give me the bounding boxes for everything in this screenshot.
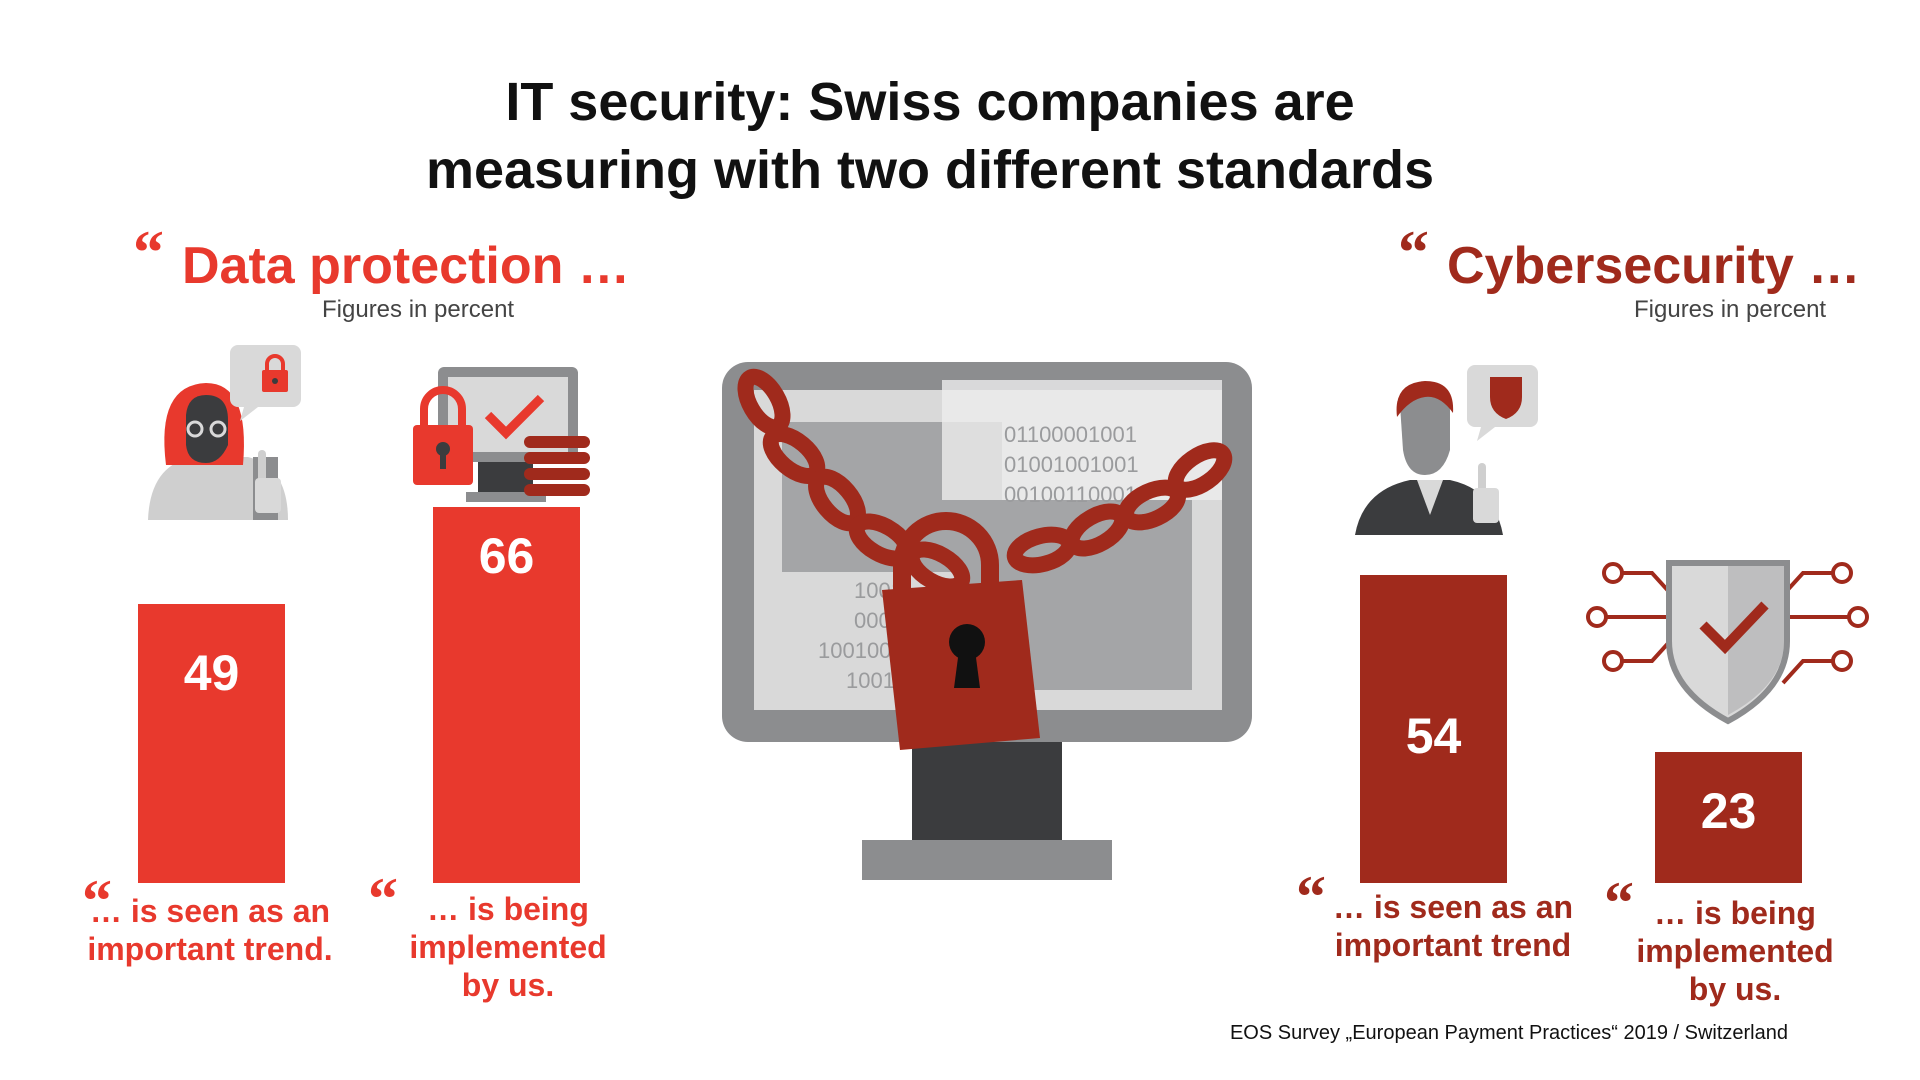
svg-text:01001001001: 01001001001 [1004, 452, 1139, 477]
svg-text:100100: 100100 [818, 638, 891, 663]
caption-data-protection-implemented: “ … is being implemented by us. [368, 866, 607, 1003]
bar-cybersecurity-trend: 54 [1360, 575, 1507, 883]
quote-mark-icon: “ [1398, 219, 1429, 287]
svg-text:1001: 1001 [846, 668, 895, 693]
quote-mark-icon: “ [1296, 864, 1326, 930]
bar-value-label: 54 [1405, 708, 1462, 764]
source-note: EOS Survey „European Payment Practices“ … [1229, 1022, 1788, 1044]
circuit-shield-check-icon [1586, 560, 1869, 725]
bar-data-protection-implemented: 66 [433, 507, 580, 883]
server-stack-icon [524, 436, 590, 496]
caption-cybersecurity-implemented: “ … is being implemented by us. [1604, 870, 1834, 1007]
cybersecurity-subtitle: Figures in percent [1634, 296, 1827, 323]
data-protection-heading: “Data protection … [133, 219, 630, 295]
bar-data-protection-trend: 49 [138, 604, 285, 883]
title-line-2: measuring with two different standards [425, 140, 1435, 200]
quote-mark-icon: “ [1604, 870, 1634, 936]
cybersecurity-heading: “Cybersecurity … [1398, 219, 1861, 295]
title-line-1: IT security: Swiss companies are [505, 72, 1355, 132]
bar-value-label: 49 [183, 645, 240, 701]
quote-mark-icon: “ [133, 219, 164, 287]
caption-data-protection-trend: “ … is seen as an important trend. [82, 868, 333, 967]
man-speaking-icon [1355, 365, 1538, 535]
quote-mark-icon: “ [368, 866, 398, 932]
bar-cybersecurity-implemented: 23 [1655, 752, 1802, 883]
svg-text:01100001001: 01100001001 [1004, 422, 1137, 447]
woman-speaking-icon [148, 345, 301, 520]
bar-value-label: 66 [478, 528, 535, 584]
chart-title: IT security: Swiss companies are measuri… [0, 68, 1860, 204]
bar-value-label: 23 [1700, 783, 1757, 839]
data-protection-subtitle: Figures in percent [322, 296, 515, 323]
quote-mark-icon: “ [82, 868, 112, 934]
chained-computer-icon: 01100001001 01001001001 001001100010 100… [722, 362, 1252, 880]
caption-cybersecurity-trend: “ … is seen as an important trend [1296, 864, 1574, 963]
